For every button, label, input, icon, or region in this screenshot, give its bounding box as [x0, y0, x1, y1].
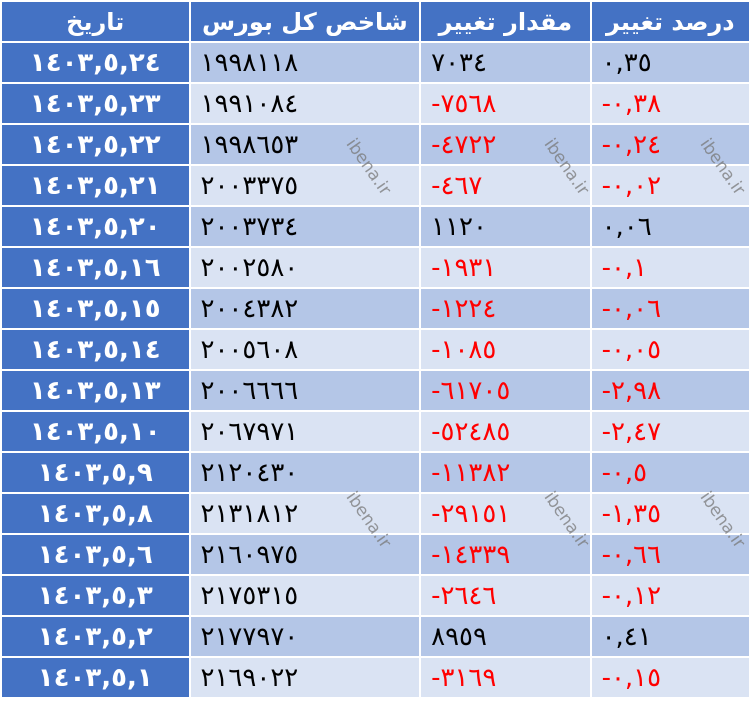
- table-row: ١٤٠٣,٥,١٤ ٢٠٠٥٦٠٨ -١٠٨٥ -٠,٠٥: [2, 330, 749, 369]
- header-index: شاخص کل بورس: [190, 2, 420, 41]
- date-cell: ١٤٠٣,٥,٢٤: [2, 43, 189, 82]
- date-cell: ١٤٠٣,٥,١٠: [2, 412, 189, 451]
- index-cell: ٢١٣١٨١٢: [190, 494, 420, 533]
- change-cell: ٧٠٣٤: [421, 43, 590, 82]
- date-cell: ١٤٠٣,٥,٦: [2, 535, 189, 574]
- table-row: ١٤٠٣,٥,١٥ ٢٠٠٤٣٨٢ -١٢٢٤ -٠,٠٦: [2, 289, 749, 328]
- table-row: ١٤٠٣,٥,٣ ٢١٧٥٣١٥ -٢٦٤٦ -٠,١٢: [2, 576, 749, 615]
- date-cell: ١٤٠٣,٥,١٥: [2, 289, 189, 328]
- index-cell: ٢١٧٧٩٧٠: [190, 617, 420, 656]
- percent-cell: -٠,١: [591, 248, 749, 287]
- change-cell: -١٤٣٣٩: [421, 535, 590, 574]
- change-cell: ٨٩٥٩: [421, 617, 590, 656]
- index-cell: ٢١٢٠٤٣٠: [190, 453, 420, 492]
- percent-cell: -٠,٢٤: [591, 125, 749, 164]
- table-row: ١٤٠٣,٥,٢٣ ١٩٩١٠٨٤ -٧٥٦٨ -٠,٣٨: [2, 84, 749, 123]
- table-row: ١٤٠٣,٥,١٠ ٢٠٦٧٩٧١ -٥٢٤٨٥ -٢,٤٧: [2, 412, 749, 451]
- change-cell: -٢٦٤٦: [421, 576, 590, 615]
- change-cell: -٥٢٤٨٥: [421, 412, 590, 451]
- table-row: ١٤٠٣,٥,١٣ ٢٠٠٦٦٦٦ -٦١٧٠٥ -٢,٩٨: [2, 371, 749, 410]
- percent-cell: -٠,٦٦: [591, 535, 749, 574]
- table-row: ١٤٠٣,٥,٩ ٢١٢٠٤٣٠ -١١٣٨٢ -٠,٥: [2, 453, 749, 492]
- table-row: ١٤٠٣,٥,٢٤ ١٩٩٨١١٨ ٧٠٣٤ ٠,٣٥: [2, 43, 749, 82]
- percent-cell: -٠,١٥: [591, 658, 749, 697]
- index-cell: ٢٠٦٧٩٧١: [190, 412, 420, 451]
- change-cell: -٤٧٢٢: [421, 125, 590, 164]
- change-cell: -١٠٨٥: [421, 330, 590, 369]
- table-row: ١٤٠٣,٥,٢١ ٢٠٠٣٣٧٥ -٤٦٧ -٠,٠٢: [2, 166, 749, 205]
- date-cell: ١٤٠٣,٥,٩: [2, 453, 189, 492]
- index-cell: ١٩٩١٠٨٤: [190, 84, 420, 123]
- index-cell: ٢٠٠٣٣٧٥: [190, 166, 420, 205]
- index-cell: ٢٠٠٦٦٦٦: [190, 371, 420, 410]
- header-row: تاریخ شاخص کل بورس مقدار تغییر درصد تغیی…: [2, 2, 749, 41]
- percent-cell: -٠,٣٨: [591, 84, 749, 123]
- header-date: تاریخ: [2, 2, 189, 41]
- table-row: ١٤٠٣,٥,٦ ٢١٦٠٩٧٥ -١٤٣٣٩ -٠,٦٦: [2, 535, 749, 574]
- index-cell: ٢٠٠٤٣٨٢: [190, 289, 420, 328]
- change-cell: -٢٩١٥١: [421, 494, 590, 533]
- percent-cell: -٢,٩٨: [591, 371, 749, 410]
- index-cell: ٢٠٠٥٦٠٨: [190, 330, 420, 369]
- change-cell: ١١٢٠: [421, 207, 590, 246]
- change-cell: -١١٣٨٢: [421, 453, 590, 492]
- index-cell: ١٩٩٨٦٥٣: [190, 125, 420, 164]
- date-cell: ١٤٠٣,٥,٨: [2, 494, 189, 533]
- change-cell: -٧٥٦٨: [421, 84, 590, 123]
- date-cell: ١٤٠٣,٥,٢: [2, 617, 189, 656]
- change-cell: -١٩٣١: [421, 248, 590, 287]
- change-cell: -٣١٦٩: [421, 658, 590, 697]
- date-cell: ١٤٠٣,٥,٢١: [2, 166, 189, 205]
- header-change: مقدار تغییر: [421, 2, 590, 41]
- index-cell: ٢١٧٥٣١٥: [190, 576, 420, 615]
- date-cell: ١٤٠٣,٥,١٦: [2, 248, 189, 287]
- index-cell: ٢١٦٩٠٢٢: [190, 658, 420, 697]
- percent-cell: -١,٣٥: [591, 494, 749, 533]
- change-cell: -٦١٧٠٥: [421, 371, 590, 410]
- percent-cell: -٠,٥: [591, 453, 749, 492]
- percent-cell: ٠,٠٦: [591, 207, 749, 246]
- table-row: ١٤٠٣,٥,٨ ٢١٣١٨١٢ -٢٩١٥١ -١,٣٥: [2, 494, 749, 533]
- change-cell: -١٢٢٤: [421, 289, 590, 328]
- percent-cell: -٠,٠٢: [591, 166, 749, 205]
- date-cell: ١٤٠٣,٥,٢٢: [2, 125, 189, 164]
- index-cell: ٢٠٠٢٥٨٠: [190, 248, 420, 287]
- header-percent: درصد تغییر: [591, 2, 749, 41]
- change-cell: -٤٦٧: [421, 166, 590, 205]
- date-cell: ١٤٠٣,٥,٣: [2, 576, 189, 615]
- index-cell: ٢١٦٠٩٧٥: [190, 535, 420, 574]
- percent-cell: ٠,٤١: [591, 617, 749, 656]
- percent-cell: -٠,٠٥: [591, 330, 749, 369]
- index-cell: ١٩٩٨١١٨: [190, 43, 420, 82]
- table-row: ١٤٠٣,٥,٢٠ ٢٠٠٣٧٣٤ ١١٢٠ ٠,٠٦: [2, 207, 749, 246]
- table-row: ١٤٠٣,٥,١٦ ٢٠٠٢٥٨٠ -١٩٣١ -٠,١: [2, 248, 749, 287]
- date-cell: ١٤٠٣,٥,٢٠: [2, 207, 189, 246]
- date-cell: ١٤٠٣,٥,٢٣: [2, 84, 189, 123]
- percent-cell: -٠,٠٦: [591, 289, 749, 328]
- date-cell: ١٤٠٣,٥,١: [2, 658, 189, 697]
- date-cell: ١٤٠٣,٥,١٤: [2, 330, 189, 369]
- percent-cell: -٢,٤٧: [591, 412, 749, 451]
- percent-cell: ٠,٣٥: [591, 43, 749, 82]
- table-row: ١٤٠٣,٥,٢ ٢١٧٧٩٧٠ ٨٩٥٩ ٠,٤١: [2, 617, 749, 656]
- date-cell: ١٤٠٣,٥,١٣: [2, 371, 189, 410]
- table-row: ١٤٠٣,٥,١ ٢١٦٩٠٢٢ -٣١٦٩ -٠,١٥: [2, 658, 749, 697]
- table-row: ١٤٠٣,٥,٢٢ ١٩٩٨٦٥٣ -٤٧٢٢ -٠,٢٤: [2, 125, 749, 164]
- percent-cell: -٠,١٢: [591, 576, 749, 615]
- index-cell: ٢٠٠٣٧٣٤: [190, 207, 420, 246]
